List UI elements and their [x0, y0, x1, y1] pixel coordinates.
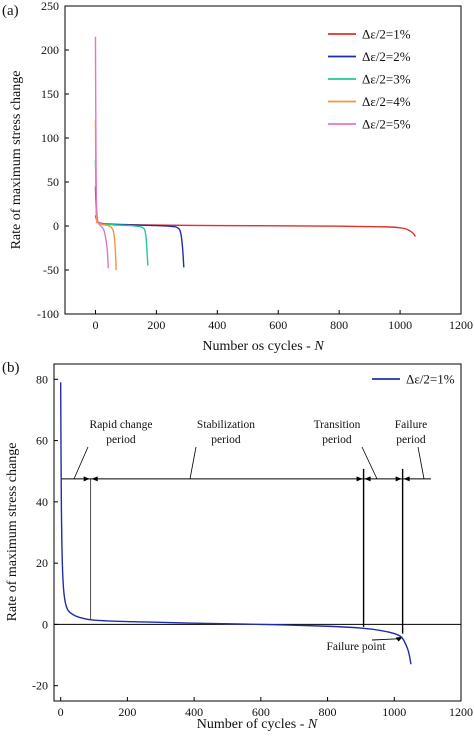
panel-a-legend-label-5: Δε/2=5%	[362, 117, 411, 132]
panel-a-x-tick-label: 200	[147, 318, 165, 332]
failure-point-leader	[371, 638, 401, 641]
annotation-leader-line-3	[361, 446, 378, 480]
panel-b-x-tick-label: 800	[319, 705, 337, 719]
panel-b-y-tick-label: 60	[36, 434, 48, 448]
annotation-rapid-change-line2: period	[106, 434, 136, 446]
panel-b-legend-label-1: Δε/2=1%	[406, 372, 455, 387]
panel-b-y-tick-label: 20	[36, 556, 48, 570]
annotation-stabilization-line2: period	[211, 434, 241, 446]
panel-a-y-tick-label: -100	[37, 307, 59, 321]
panel-b-y-axis-title: Rate of maximum stress change	[5, 443, 20, 622]
panel-a-legend: Δε/2=1% Δε/2=2% Δε/2=3% Δε/2=4% Δε/2=5%	[328, 27, 411, 132]
panel-a: (a) 0 200 400 600 800 1000 1200 -100 -50 0 50 100 15…	[2, 0, 473, 354]
panel-a-legend-label-1: Δε/2=1%	[362, 27, 411, 42]
annotation-transition-line2: period	[322, 434, 352, 446]
panel-a-series	[94, 36, 416, 271]
panel-a-legend-label-2: Δε/2=2%	[362, 49, 411, 64]
panel-a-y-tick-label: 100	[41, 131, 59, 145]
panel-a-x-axis-title: Number os cycles - N	[202, 339, 324, 354]
panel-b-series-line-1	[59, 382, 412, 665]
annotation-transition-line1: Transition	[314, 419, 361, 431]
annotation-failure-point: Failure point	[326, 641, 386, 653]
period-arrow-right-3	[403, 476, 410, 482]
panel-a-x-tick-label: 1000	[388, 318, 412, 332]
period-arrow-left-1	[83, 476, 90, 482]
panel-b-x-tick-label: 400	[185, 705, 203, 719]
panel-b-ticks: 0 200 400 600 800 1000 1200 -20 0 20 40 60 80	[32, 372, 473, 719]
period-arrow-left-3	[395, 476, 402, 482]
annotation-failure-period-line2: period	[396, 434, 426, 446]
period-arrow-left-2	[356, 476, 363, 482]
panel-b-x-tick-label: 0	[58, 705, 64, 719]
panel-a-series-line-1	[94, 215, 416, 237]
panel-a-y-tick-label: 150	[41, 87, 59, 101]
panel-a-y-tick-label: 50	[47, 175, 59, 189]
panel-a-plot-frame	[64, 5, 462, 315]
panel-a-y-tick-label: 250	[41, 0, 59, 13]
period-arrow-right-2	[364, 476, 371, 482]
annotation-leader-line-2	[189, 446, 197, 479]
panel-a-y-tick-label: 0	[53, 219, 59, 233]
panel-a-ticks: 0 200 400 600 800 1000 1200 -100 -50 0 50 100 150 200…	[37, 0, 473, 332]
annotation-failure-period-line1: Failure	[395, 419, 428, 431]
panel-a-y-tick-label: 200	[41, 43, 59, 57]
panel-a-x-tick-label: 600	[269, 318, 287, 332]
panel-a-series-line-4	[94, 120, 117, 271]
panel-b-series	[59, 382, 412, 665]
panel-a-y-axis-title: Rate of maximum stress change	[9, 71, 24, 250]
panel-b-guides	[54, 446, 461, 642]
panel-b-y-tick-label: -20	[32, 679, 48, 693]
panel-b-x-tick-label: 200	[118, 705, 136, 719]
panel-b-y-tick-label: 40	[36, 495, 48, 509]
annotation-leader-line-4	[417, 446, 425, 479]
panel-a-x-tick-label: 0	[92, 318, 98, 332]
panel-a-x-tick-label: 400	[208, 318, 226, 332]
panel-a-legend-label-3: Δε/2=3%	[362, 72, 411, 87]
panel-a-series-line-5	[94, 36, 109, 269]
panel-b-legend: Δε/2=1%	[372, 372, 455, 387]
panel-a-label: (a)	[2, 3, 19, 19]
panel-a-x-tick-label: 1200	[449, 318, 473, 332]
panel-b: (b) 0 200 400 600 800 1000 1200 -20 0 20 40 60 80 Δε…	[2, 360, 473, 732]
annotation-leader-line-1	[73, 446, 89, 480]
period-arrow-right-1	[91, 476, 98, 482]
panel-b-y-tick-label: 80	[36, 372, 48, 386]
panel-b-y-tick-label: 0	[42, 617, 48, 631]
panel-b-label: (b)	[2, 360, 20, 376]
panel-a-series-line-3	[94, 159, 149, 266]
panel-a-y-tick-label: -50	[43, 263, 59, 277]
panel-a-x-tick-label: 800	[330, 318, 348, 332]
annotation-stabilization-line1: Stabilization	[197, 419, 255, 431]
annotation-rapid-change-line1: Rapid change	[90, 419, 153, 431]
failure-point-arrow	[395, 636, 403, 642]
panel-b-x-axis-title: Number of cycles - N	[197, 717, 318, 732]
panel-b-x-tick-label: 1000	[382, 705, 406, 719]
panel-a-legend-label-4: Δε/2=4%	[362, 94, 411, 109]
panel-b-plot-frame	[53, 363, 462, 702]
panel-b-x-tick-label: 1200	[449, 705, 473, 719]
panel-b-x-tick-label: 600	[252, 705, 270, 719]
